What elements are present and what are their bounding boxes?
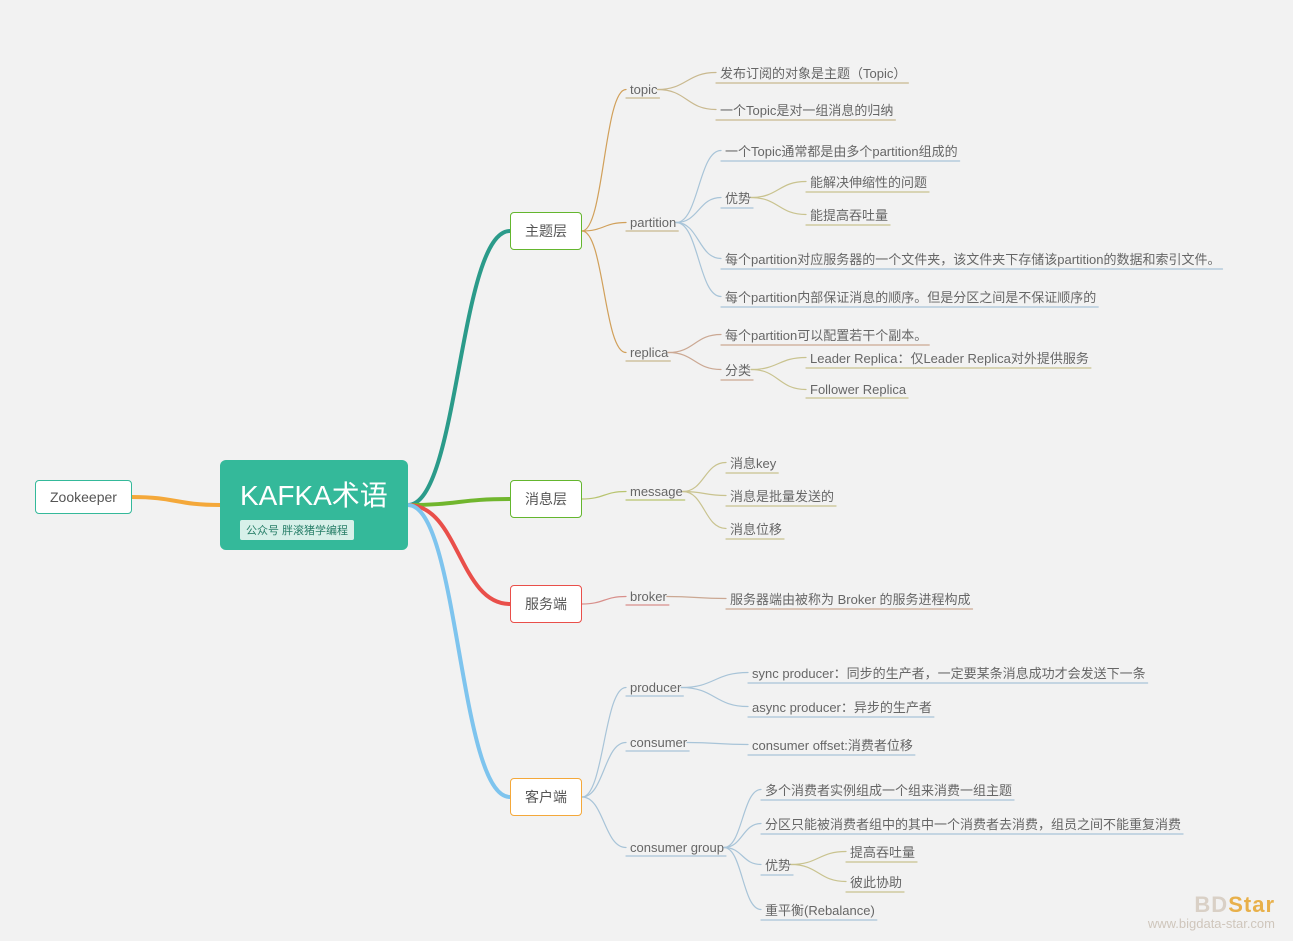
leaf-broker-1: 服务器端由被称为 Broker 的服务进程构成 xyxy=(730,589,971,608)
leaf-topic-1: 发布订阅的对象是主题（Topic） xyxy=(720,63,906,82)
branch-topic-layer: 主题层 xyxy=(510,212,582,250)
sub-consumer: consumer xyxy=(630,735,687,750)
leaf-partition-3: 每个partition对应服务器的一个文件夹，该文件夹下存储该partition… xyxy=(725,249,1221,268)
leaf-cgroup-2: 分区只能被消费者组中的其中一个消费者去消费，组员之间不能重复消费 xyxy=(765,814,1181,833)
root-node: KAFKA术语 公众号 胖滚猪学编程 xyxy=(220,460,408,550)
leaf-message-3: 消息位移 xyxy=(730,519,782,538)
branch-message-layer: 消息层 xyxy=(510,480,582,518)
leaf-producer-2: async producer：异步的生产者 xyxy=(752,697,932,716)
sub-partition-advantage: 优势 xyxy=(725,188,751,207)
leaf-cgroup-1: 多个消费者实例组成一个组来消费一组主题 xyxy=(765,780,1012,799)
leaf-partition-adv-2: 能提高吞吐量 xyxy=(810,205,888,224)
watermark-url: www.bigdata-star.com xyxy=(1148,916,1275,931)
leaf-partition-4: 每个partition内部保证消息的顺序。但是分区之间是不保证顺序的 xyxy=(725,287,1096,306)
leaf-replica-cat-1: Leader Replica：仅Leader Replica对外提供服务 xyxy=(810,348,1089,367)
leaf-replica-1: 每个partition可以配置若干个副本。 xyxy=(725,325,927,344)
watermark: BDStar www.bigdata-star.com xyxy=(1148,892,1275,931)
branch-server: 服务端 xyxy=(510,585,582,623)
sub-replica-category: 分类 xyxy=(725,360,751,379)
leaf-replica-cat-2: Follower Replica xyxy=(810,382,906,397)
sub-topic: topic xyxy=(630,82,657,97)
root-subtitle: 公众号 胖滚猪学编程 xyxy=(240,520,354,540)
sub-partition: partition xyxy=(630,215,676,230)
sub-message: message xyxy=(630,484,683,499)
leaf-message-2: 消息是批量发送的 xyxy=(730,486,834,505)
watermark-star: Star xyxy=(1228,892,1275,917)
leaf-partition-1: 一个Topic通常都是由多个partition组成的 xyxy=(725,141,958,160)
sub-replica: replica xyxy=(630,345,668,360)
branch-client: 客户端 xyxy=(510,778,582,816)
leaf-cgroup-adv-2: 彼此协助 xyxy=(850,872,902,891)
leaf-cgroup-4: 重平衡(Rebalance) xyxy=(765,900,875,919)
zookeeper-node: Zookeeper xyxy=(35,480,132,514)
root-title: KAFKA术语 xyxy=(240,474,388,514)
edges-layer xyxy=(0,0,1293,941)
leaf-message-1: 消息key xyxy=(730,453,776,472)
leaf-partition-adv-1: 能解决伸缩性的问题 xyxy=(810,172,927,191)
leaf-consumer-1: consumer offset:消费者位移 xyxy=(752,735,913,754)
sub-producer: producer xyxy=(630,680,681,695)
sub-broker: broker xyxy=(630,589,667,604)
leaf-topic-2: 一个Topic是对一组消息的归纳 xyxy=(720,100,893,119)
watermark-bd: BD xyxy=(1194,892,1228,917)
leaf-cgroup-adv-1: 提高吞吐量 xyxy=(850,842,915,861)
leaf-producer-1: sync producer：同步的生产者，一定要某条消息成功才会发送下一条 xyxy=(752,663,1146,682)
sub-consumer-group: consumer group xyxy=(630,840,724,855)
sub-cgroup-advantage: 优势 xyxy=(765,855,791,874)
